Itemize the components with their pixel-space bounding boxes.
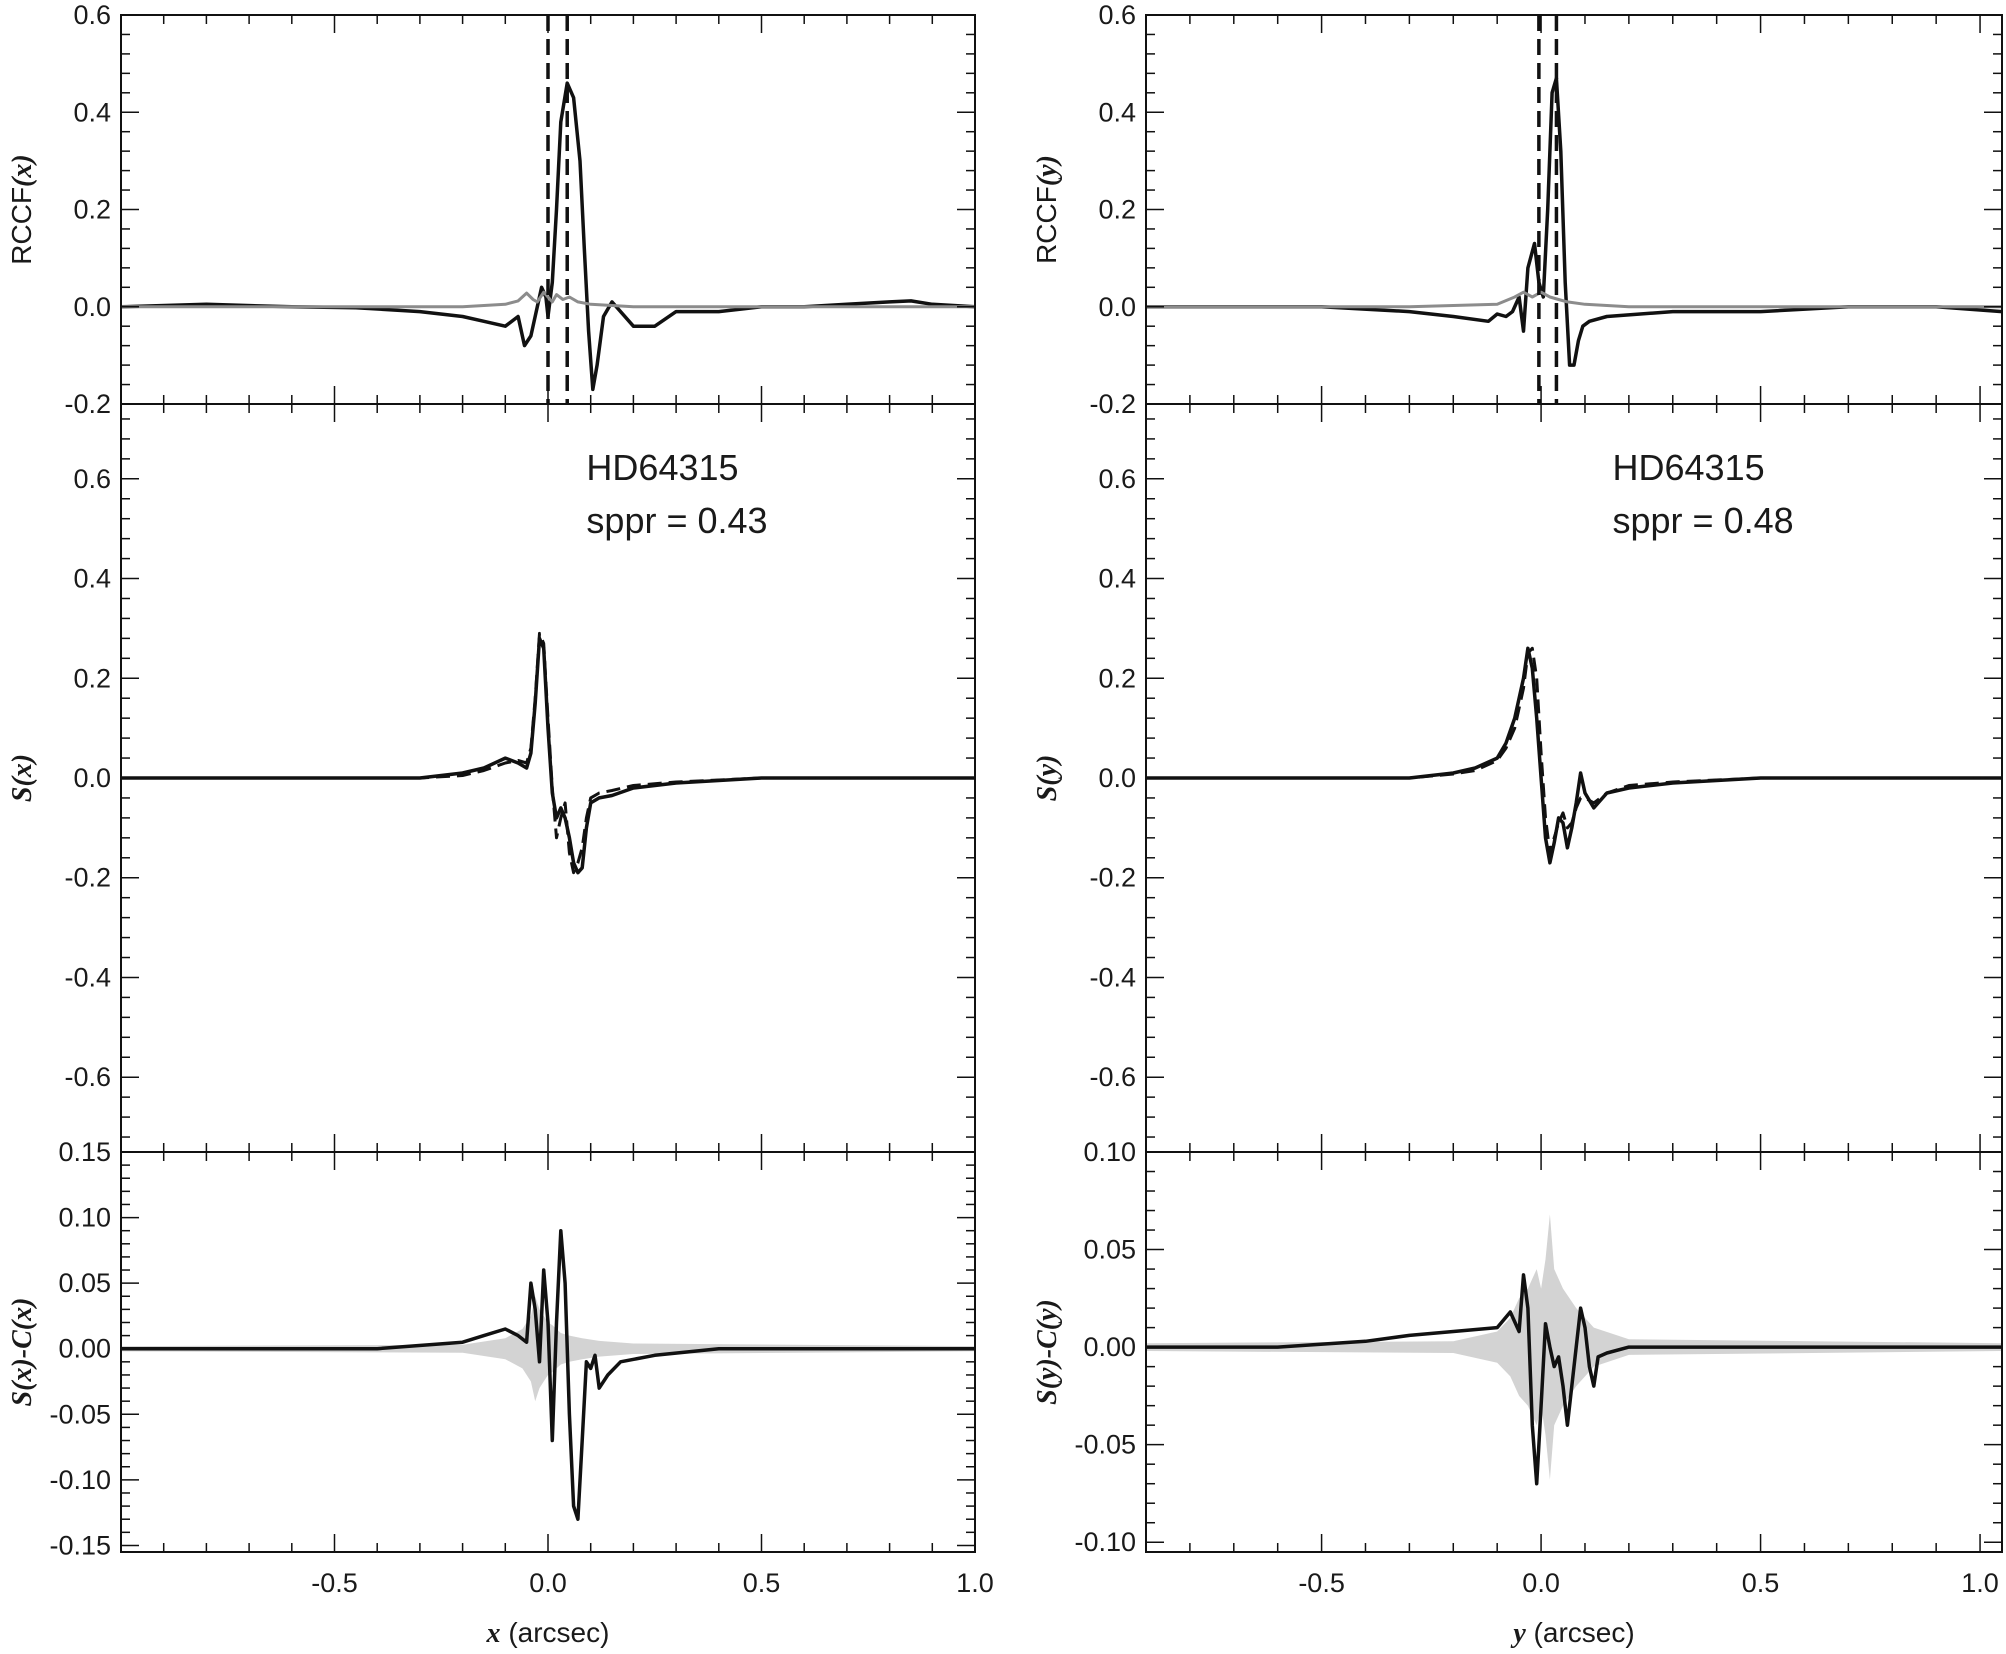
y-tick-label: -0.6 [64,1062,111,1092]
data-curve-left-bottom [121,1228,975,1521]
y-tick-label: 0.4 [1098,564,1136,594]
y-tick-label: 0.00 [58,1334,111,1364]
panel-left-middle: -0.6 -0.4 -0.2 0.0 0.2 0.4 0.6 S(x) HD64315 sppr … [7,403,976,1153]
plot-frame [1145,14,2003,405]
x-tick-label: 0.0 [529,1568,567,1598]
y-tick-label: 0.4 [73,564,111,594]
y-axis-label: S(x) [7,754,38,802]
model-dashed-curve-left-middle [121,631,975,875]
y-tick-label: -0.15 [49,1530,111,1560]
panel-left-top: -0.2 0.0 0.2 0.4 0.6 RCCF(x) [6,0,976,419]
x-axis-label: y (arcsec) [1510,1617,1634,1649]
y-tick-label: 0.2 [73,663,111,693]
y-tick-label: -0.05 [49,1399,111,1429]
y-tick-label: 0.6 [1098,464,1136,494]
gray-curve-left-top [121,290,975,309]
y-tick-label: -0.05 [1074,1430,1136,1460]
x-tick-label: 1.0 [956,1568,994,1598]
y-tick-label: -0.4 [64,962,111,992]
y-tick-label: 0.0 [73,763,111,793]
annotation-star-name: HD64315 [1613,447,1765,488]
y-axis-label: S(y)-C(y) [1032,1299,1063,1405]
y-tick-label: -0.2 [1089,389,1136,419]
y-tick-label: -0.10 [1074,1527,1136,1557]
x-tick-label: 0.5 [1742,1568,1780,1598]
y-tick-label: 0.4 [73,97,111,127]
y-tick-label: -0.2 [1089,863,1136,893]
x-tick-label: 0.5 [743,1568,781,1598]
y-tick-label: 0.0 [1098,292,1136,322]
data-curve-left-middle [121,636,975,875]
y-axis-label: S(x)-C(x) [7,1298,38,1407]
x-tick-label: 0.0 [1522,1568,1560,1598]
y-tick-label: -0.4 [1089,962,1136,992]
y-tick-label: 0.4 [1098,97,1136,127]
y-tick-label: -0.2 [64,389,111,419]
y-tick-label: 0.05 [58,1268,111,1298]
y-tick-label: 0.6 [73,464,111,494]
y-tick-label: 0.05 [1083,1235,1136,1265]
y-tick-label: 0.2 [73,195,111,225]
annotation-star-name: HD64315 [586,447,738,488]
y-axis-label: RCCF(y) [1031,155,1063,264]
plot-frame [1145,1151,2003,1553]
y-tick-label: 0.6 [1098,0,1136,30]
model-dashed-curve-right-middle [1146,646,2002,855]
y-tick-label: 0.15 [58,1137,111,1167]
data-curve-right-top [1146,76,2002,367]
y-tick-label: -0.10 [49,1465,111,1495]
gray-curve-right-top [1146,290,2002,309]
y-tick-label: 0.2 [1098,663,1136,693]
y-axis-label: RCCF(x) [6,154,38,264]
panel-right-bottom: -0.10 -0.05 0.00 0.05 0.10 -0.5 0.0 0.5 1.0 y (ar… [1032,1137,2003,1649]
y-tick-label: 0.0 [73,292,111,322]
y-tick-label: 0.00 [1083,1332,1136,1362]
data-curve-right-bottom [1146,1273,2002,1486]
annotation-sppr: sppr = 0.43 [586,500,767,541]
y-tick-label: 0.6 [73,0,111,30]
annotation-sppr: sppr = 0.48 [1613,500,1794,541]
y-tick-label: -0.2 [64,863,111,893]
y-tick-label: 0.0 [1098,763,1136,793]
x-axis-label: x (arcsec) [486,1617,610,1649]
panel-right-top: -0.2 0.0 0.2 0.4 0.6 RCCF(y) [1031,0,2003,419]
x-tick-label: 1.0 [1961,1568,1999,1598]
y-tick-label: 0.10 [58,1203,111,1233]
data-curve-right-middle [1146,646,2002,865]
y-tick-label: 0.2 [1098,195,1136,225]
uncertainty-band-right-bottom [1146,1214,2002,1480]
panel-left-bottom: -0.15 -0.10 -0.05 0.00 0.05 0.10 0.15 -0.5 0.0 0.… [7,1137,994,1649]
x-tick-label: -0.5 [1298,1568,1345,1598]
x-tick-label: -0.5 [311,1568,358,1598]
y-axis-label: S(y) [1032,755,1063,802]
panel-right-middle: -0.6 -0.4 -0.2 0.0 0.2 0.4 0.6 S(y) HD64315 sppr … [1032,403,2003,1153]
y-tick-label: -0.6 [1089,1062,1136,1092]
y-tick-label: 0.10 [1083,1137,1136,1167]
